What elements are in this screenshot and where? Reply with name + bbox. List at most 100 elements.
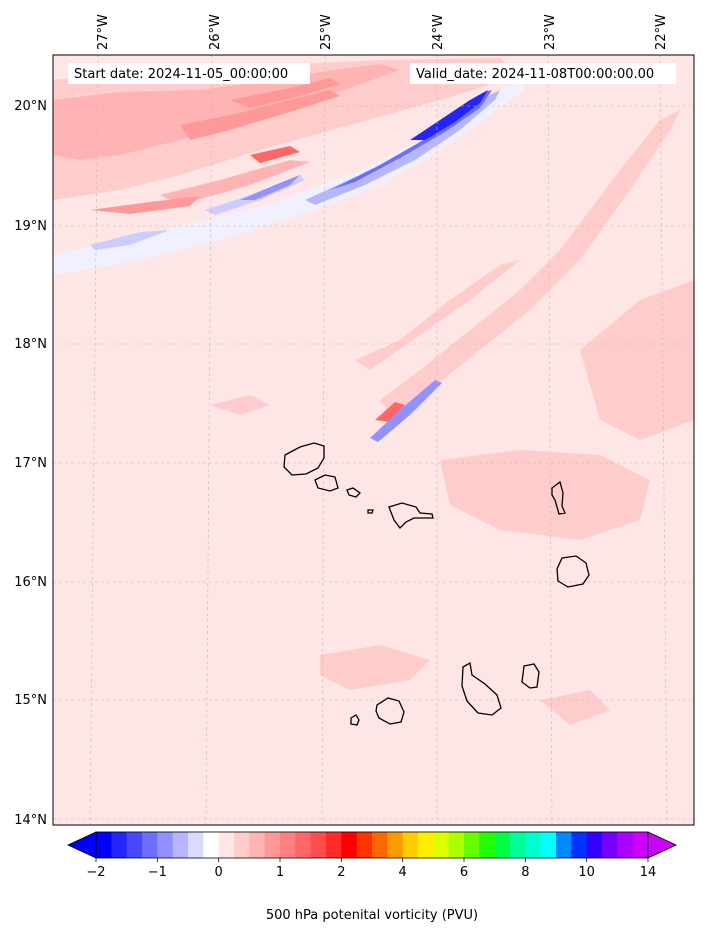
colorbar-cell [326,832,342,858]
pv-contour-band [53,80,525,275]
island-outline [461,661,502,716]
colorbar-tick-label: 2 [337,865,345,880]
colorbar-cell [571,832,588,858]
colorbar-tick-label: 6 [460,865,468,880]
colorbar-cell [372,832,388,858]
lat-label: 18°N [14,337,47,352]
colorbar-cell [264,832,281,858]
pv-contour-band [540,690,610,725]
colorbar-cell [142,832,158,858]
colorbar-cell [479,832,496,858]
colorbar-tick-label: −2 [86,865,105,880]
island-outline [556,555,590,588]
colorbar-cell [96,832,112,858]
colorbar-cell [172,832,189,858]
pv-contour-band [375,402,405,422]
island-outline [388,502,434,529]
lat-label: 19°N [14,219,47,234]
lat-label: 16°N [14,575,47,590]
colorbar-cell [433,832,450,858]
colorbar-min-extension [67,831,97,859]
colorbar-cell [540,832,557,858]
colorbar-cell [280,832,296,858]
colorbar-cell [188,832,204,858]
colorbar-cell [111,832,128,858]
island-outline [346,487,362,498]
colorbar-cell [448,832,465,858]
latitude-labels: 20°N 19°N 18°N 17°N 16°N 15°N 14°N [14,99,47,828]
colorbar-cell [234,832,250,858]
island-outline [551,480,566,515]
pv-contour-band [180,90,340,140]
valid-date-box [410,63,676,84]
colorbar-cell [203,832,220,858]
colorbar: −2 −1 0 1 2 4 6 8 10 14 [67,831,677,880]
island-outline [283,442,325,476]
colorbar-label: 500 hPa potenital vorticity (PVU) [266,908,478,923]
pv-contour-band [240,175,300,200]
lon-label: 22°W [654,14,669,50]
longitude-labels: 27°W 26°W 25°W 24°W 23°W 22°W [96,14,669,50]
valid-date-label: Valid_date: 2024-11-08T00:00:00.00 [416,67,654,82]
colorbar-cell [310,832,327,858]
island-outline [375,697,405,725]
island-outline [367,509,374,514]
pv-contour-band [410,90,488,140]
colorbar-cell [356,832,373,858]
colorbar-cell [387,832,404,858]
colorbar-max-extension [647,831,677,859]
colorbar-cell [126,832,143,858]
pv-contour-band [355,260,520,370]
colorbar-frame [95,831,649,859]
colorbar-cell [525,832,542,858]
colorbar-cell [602,832,618,858]
colorbar-cell [295,832,312,858]
colorbar-cell [586,832,603,858]
pv-contour-band [380,110,680,415]
island-outline [314,474,339,492]
colorbar-cell [617,832,634,858]
lon-label: 27°W [96,14,111,50]
pv-contour-band [230,78,340,108]
colorbar-cell [632,832,649,858]
colorbar-cell [249,832,266,858]
colorbar-cell [402,832,419,858]
colorbar-cell [510,832,526,858]
plot-frame [52,54,695,826]
colorbar-cell [157,832,174,858]
pv-contour-band [320,645,430,690]
plot-area [53,55,694,825]
start-date-label: Start date: 2024-11-05_00:00:00 [74,67,288,82]
colorbar-cell [341,832,358,858]
pv-contour-band [440,450,650,540]
lat-label: 14°N [14,813,47,828]
coastlines [283,442,590,726]
pv-contour-band [210,395,270,415]
lon-label: 23°W [543,14,558,50]
lon-label: 26°W [208,14,223,50]
lon-label: 25°W [319,14,334,50]
pv-contour-band [250,146,300,163]
start-date-box [68,63,310,84]
colorbar-cell [556,832,572,858]
pv-contour-band [90,196,200,214]
colorbar-cell [464,832,480,858]
colorbar-tick-label: 8 [521,865,529,880]
colorbar-cell [418,832,434,858]
lat-label: 20°N [14,99,47,114]
graticule [53,55,694,825]
colorbar-tick-label: 14 [640,865,657,880]
lon-label: 24°W [431,14,446,50]
pv-contour-band [160,160,310,205]
colorbar-tick-label: 10 [578,865,595,880]
lat-label: 15°N [14,693,47,708]
colorbar-tick-label: 0 [215,865,223,880]
island-outline [521,663,540,689]
pv-contour-band [90,230,170,250]
island-outline [350,714,360,726]
colorbar-tick-label: 4 [399,865,407,880]
colorbar-cell [218,832,235,858]
colorbar-tick-label: 1 [276,865,284,880]
lat-label: 17°N [14,456,47,471]
